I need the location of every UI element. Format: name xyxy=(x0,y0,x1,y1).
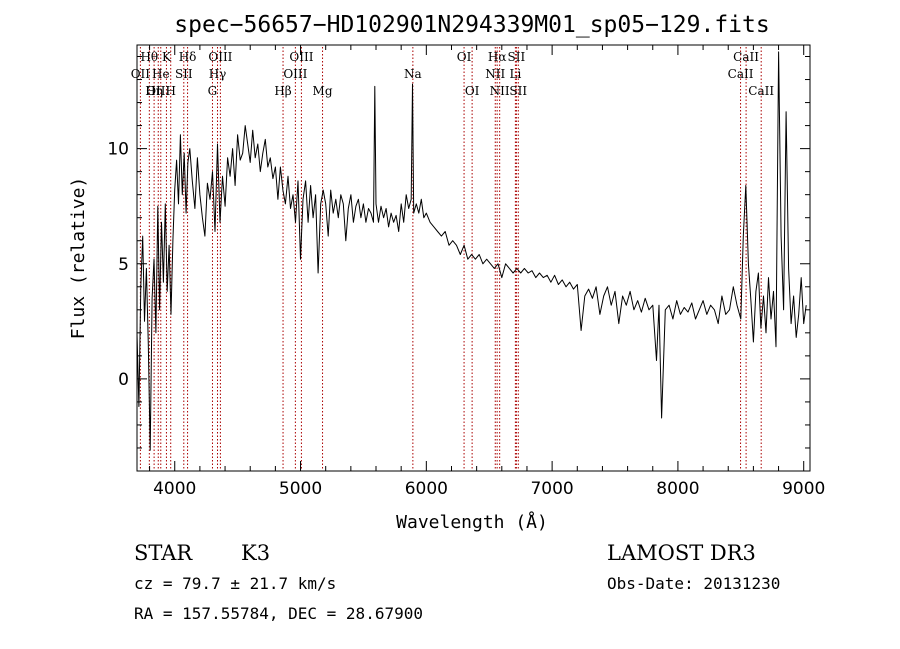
spectral-line-label: Na xyxy=(404,67,422,81)
spectral-line-label: Hα xyxy=(488,50,507,64)
spectral-line-label: CaII xyxy=(733,50,759,64)
spectral-line-label: OIII xyxy=(208,50,232,64)
spectral-line-label: OI xyxy=(457,50,472,64)
x-tick-label: 9000 xyxy=(782,479,825,499)
spectral-line-label: K xyxy=(162,50,172,64)
chart-title: spec−56657−HD102901N294339M01_sp05−129.f… xyxy=(174,12,769,38)
spectral-line-label: Hβ xyxy=(274,84,291,98)
object-subclass: K3 xyxy=(241,541,270,565)
spectrum-series xyxy=(136,51,807,451)
spectral-line-label: OIII xyxy=(146,84,170,98)
survey-name: LAMOST DR3 xyxy=(607,541,756,565)
spectral-line-label: SII xyxy=(175,67,193,81)
object-class: STAR xyxy=(134,541,193,565)
x-tick-label: 6000 xyxy=(405,479,448,499)
spectral-line-label: Hθ xyxy=(140,50,158,64)
spectral-line-label: Hγ xyxy=(209,67,227,81)
x-axis-ticks: 4000 5000 6000 7000 8000 9000 xyxy=(149,45,825,499)
spectrum-line xyxy=(136,51,807,451)
spectral-line-label: G xyxy=(208,84,218,98)
y-axis-label: Flux (relative) xyxy=(68,177,89,340)
y-tick-label: 10 xyxy=(107,140,129,160)
spectral-line-label: H xyxy=(165,84,175,98)
spectral-line-labels: OIIHθOIIIHηHeKHSIIHδGHγOIIIHβOIIIOIIIMgN… xyxy=(131,50,775,98)
spectral-line-label: Li xyxy=(509,67,521,81)
spectral-line-markers xyxy=(139,47,762,471)
spectral-line-label: OIII xyxy=(289,50,313,64)
spectral-line-label: Mg xyxy=(313,84,333,98)
x-tick-label: 4000 xyxy=(153,479,196,499)
x-axis-label: Wavelength (Å) xyxy=(396,511,548,533)
spectral-line-label: He xyxy=(152,67,170,81)
spectral-line-label: NII xyxy=(485,67,505,81)
coordinates: RA = 157.55784, DEC = 28.67900 xyxy=(134,604,423,623)
y-axis-ticks: 0 5 10 xyxy=(107,56,810,449)
observation-date: Obs-Date: 20131230 xyxy=(607,574,780,593)
spectral-line-label: CaII xyxy=(728,67,754,81)
y-tick-label: 5 xyxy=(118,255,129,275)
x-tick-label: 7000 xyxy=(530,479,573,499)
spectral-line-label: NII xyxy=(490,84,510,98)
spectral-line-label: SII xyxy=(508,50,526,64)
x-tick-label: 5000 xyxy=(279,479,322,499)
spectral-line-label: OII xyxy=(131,67,151,81)
spectral-line-label: SII xyxy=(509,84,527,98)
spectral-line-label: OIII xyxy=(283,67,307,81)
plot-frame xyxy=(136,44,811,472)
x-tick-label: 8000 xyxy=(656,479,699,499)
redshift-velocity: cz = 79.7 ± 21.7 km/s xyxy=(134,574,336,593)
spectral-line-label: Hη xyxy=(145,84,163,98)
spectral-line-label: CaII xyxy=(748,84,774,98)
y-tick-label: 0 xyxy=(118,370,129,390)
spectral-line-label: Hδ xyxy=(179,50,197,64)
spectral-line-label: OI xyxy=(465,84,480,98)
